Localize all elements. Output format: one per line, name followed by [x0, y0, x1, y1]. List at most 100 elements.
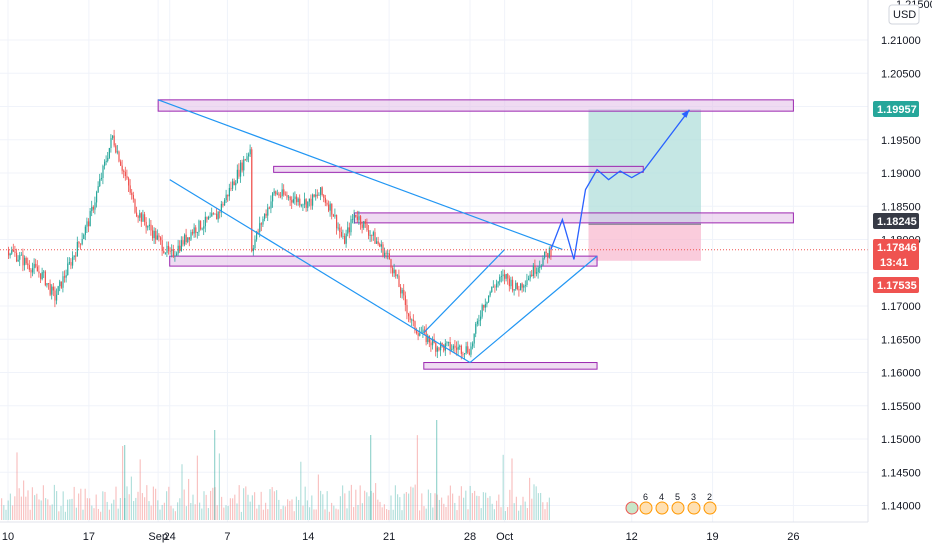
- event-icon: [687, 501, 701, 515]
- candle-body: [176, 253, 178, 256]
- candle-body: [454, 345, 456, 348]
- candle-body: [436, 347, 438, 352]
- candle-body: [225, 194, 227, 201]
- candle-body: [544, 251, 546, 258]
- candle-body: [324, 197, 326, 203]
- volume-bar: [408, 493, 410, 520]
- event-markers: 6 4 5 3 2: [625, 492, 717, 515]
- price-axis-panel[interactable]: [868, 0, 932, 550]
- volume-bar: [302, 505, 304, 520]
- volume-bar: [482, 492, 484, 520]
- candle-body: [462, 353, 464, 355]
- candle-body: [136, 212, 138, 217]
- candle-body: [219, 211, 221, 213]
- candle-body: [174, 255, 176, 257]
- candle-body: [24, 257, 26, 266]
- event-icon: [655, 501, 669, 515]
- candle-body: [163, 251, 165, 253]
- candle-body: [179, 245, 181, 251]
- time-axis-panel[interactable]: [0, 522, 932, 550]
- candle-body: [356, 216, 358, 220]
- volume-bar: [522, 496, 524, 520]
- candle-body: [505, 274, 507, 279]
- candle-body: [416, 330, 418, 334]
- volume-bar: [304, 486, 306, 520]
- candle-body: [107, 157, 109, 161]
- volume-bar: [331, 502, 333, 520]
- candle-body: [483, 305, 485, 308]
- volume-bar: [447, 495, 449, 520]
- candle-body: [510, 279, 512, 287]
- candle-body: [212, 213, 214, 215]
- volume-bar: [9, 493, 11, 520]
- volume-bar: [425, 508, 427, 520]
- volume-bar: [309, 507, 311, 520]
- candle-body: [300, 204, 302, 206]
- volume-bar: [177, 502, 179, 520]
- volume-bar: [238, 485, 240, 520]
- volume-bar: [27, 490, 29, 520]
- candle-body: [110, 138, 112, 148]
- volume-bar: [71, 498, 73, 520]
- candle-body: [254, 239, 256, 249]
- zone-box: [273, 165, 644, 173]
- tag-stop: 1.17535: [873, 277, 919, 293]
- candle-body: [414, 321, 416, 331]
- volume-bar: [64, 511, 66, 520]
- candle-body: [155, 230, 157, 240]
- volume-bar: [313, 509, 315, 520]
- volume-bar: [144, 497, 146, 520]
- candle-body: [376, 241, 378, 244]
- volume-bar: [49, 505, 51, 520]
- candle-body: [208, 216, 210, 220]
- volume-bar: [372, 492, 374, 520]
- flag-icon: [625, 501, 639, 515]
- candle-body: [448, 342, 450, 343]
- candle-body: [99, 179, 101, 187]
- candle-body: [56, 294, 58, 301]
- candle-body: [521, 283, 523, 288]
- candle-body: [363, 221, 365, 228]
- candle-body: [411, 319, 413, 321]
- volume-bar: [410, 486, 412, 520]
- volume-bar: [18, 488, 20, 520]
- zone-box: [354, 212, 794, 224]
- candle-body: [105, 160, 107, 162]
- volume-bar: [524, 501, 526, 520]
- candles: [8, 129, 552, 360]
- volume-bar: [152, 486, 154, 520]
- volume-bar: [282, 505, 284, 520]
- candle-body: [134, 199, 136, 213]
- candle-body: [40, 273, 42, 280]
- candle-body: [377, 241, 379, 244]
- volume-bar: [223, 507, 225, 520]
- candle-body: [67, 263, 69, 276]
- volume-bar: [478, 496, 480, 520]
- event-count: 6: [643, 492, 648, 502]
- time-tick-label: Sep: [148, 531, 168, 543]
- candle-body: [456, 347, 458, 350]
- volume-bar: [199, 502, 201, 520]
- candle-body: [96, 192, 98, 203]
- channel-line: [157, 99, 563, 251]
- projection-line: [550, 109, 690, 260]
- candle-body: [252, 248, 254, 252]
- candle-body: [44, 271, 46, 286]
- volume-bar: [269, 489, 271, 520]
- candle-body: [249, 149, 251, 155]
- volume-bar: [500, 507, 502, 520]
- currency-button[interactable]: [888, 4, 920, 25]
- candle-body: [108, 147, 110, 158]
- candle-body: [497, 281, 499, 284]
- candle-body: [524, 284, 526, 286]
- volume-bar: [91, 505, 93, 520]
- volume-bar: [78, 493, 80, 520]
- candle-body: [46, 283, 48, 286]
- candle-body: [192, 232, 194, 234]
- candle-body: [492, 286, 494, 288]
- candle-body: [468, 352, 470, 355]
- candle-body: [182, 240, 184, 245]
- volume-bar: [40, 500, 42, 520]
